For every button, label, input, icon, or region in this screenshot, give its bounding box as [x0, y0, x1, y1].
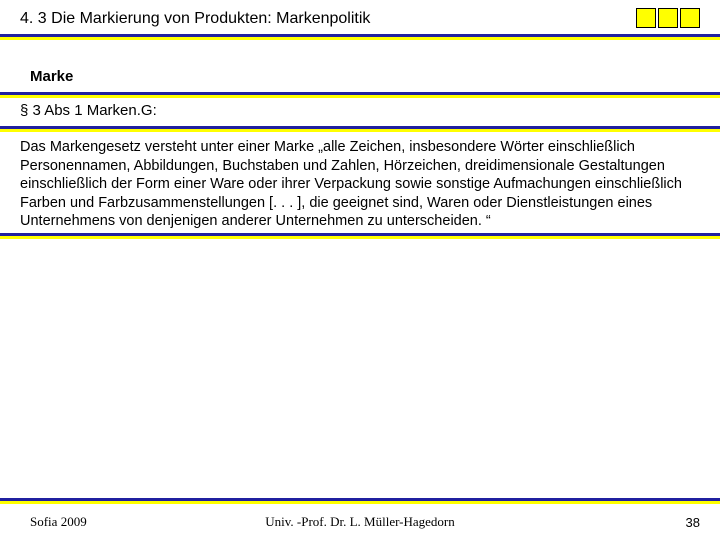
law-ref-section: § 3 Abs 1 Marken.G: — [0, 98, 720, 126]
body-section: Das Markengesetz versteht unter einer Ma… — [0, 132, 720, 233]
subtitle-section: Marke — [0, 40, 720, 92]
corner-decoration — [636, 8, 700, 28]
corner-box-icon — [658, 8, 678, 28]
slide-header: 4. 3 Die Markierung von Produkten: Marke… — [0, 0, 720, 34]
corner-box-icon — [636, 8, 656, 28]
footer-center-text: Univ. -Prof. Dr. L. Müller-Hagedorn — [265, 514, 455, 530]
body-paragraph: Das Markengesetz versteht unter einer Ma… — [20, 138, 700, 231]
corner-box-icon — [680, 8, 700, 28]
subtitle-text: Marke — [30, 68, 73, 85]
footer-left-text: Sofia 2009 — [30, 514, 87, 530]
page-number: 38 — [686, 515, 700, 530]
law-reference: § 3 Abs 1 Marken.G: — [20, 102, 157, 119]
slide-footer: Sofia 2009 Univ. -Prof. Dr. L. Müller-Ha… — [0, 504, 720, 540]
slide-title: 4. 3 Die Markierung von Produkten: Marke… — [20, 10, 370, 27]
body-divider — [0, 233, 720, 239]
